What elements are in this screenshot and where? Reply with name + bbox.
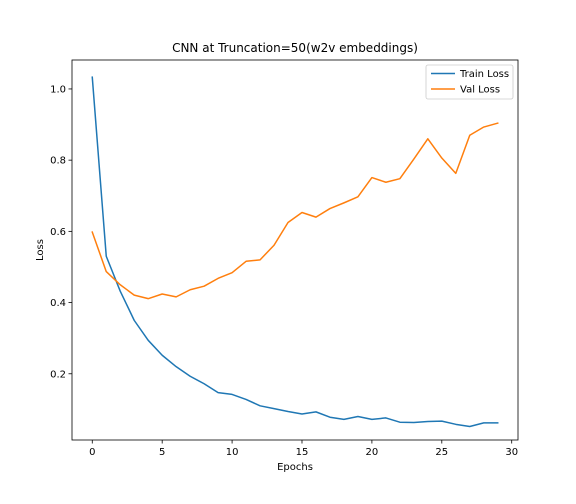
legend-label-train: Train Loss: [459, 69, 509, 80]
y-tick-label: 0.2: [50, 369, 66, 380]
legend: Train Loss Val Loss: [425, 64, 514, 100]
x-tick-label: 0: [89, 447, 95, 458]
x-tick-label: 15: [296, 447, 309, 458]
x-tick-label: 5: [159, 447, 165, 458]
y-tick-label: 1.0: [50, 84, 66, 95]
y-tick-label: 0.8: [50, 156, 66, 167]
x-tick-label: 10: [226, 447, 239, 458]
plot-lines: [91, 76, 499, 428]
y-axis-label: Loss: [35, 239, 46, 261]
plot-frame: [71, 59, 519, 441]
x-tick-label: 20: [366, 447, 379, 458]
chart-title: CNN at Truncation=50(w2v embeddings): [172, 41, 418, 55]
series-line-val-loss: [91, 122, 499, 300]
x-tick-label: 25: [435, 447, 448, 458]
y-tick-label: 0.4: [50, 298, 66, 309]
x-tick-label: 30: [505, 447, 518, 458]
axis-ticks: 0 5 10 15 20 25 30 0.2 0.4 0.6 0.8 1.0: [50, 84, 518, 458]
y-tick-label: 0.6: [50, 227, 66, 238]
legend-label-val: Val Loss: [460, 85, 500, 96]
series-line-train-loss: [91, 76, 499, 428]
x-axis-label: Epochs: [277, 462, 313, 473]
